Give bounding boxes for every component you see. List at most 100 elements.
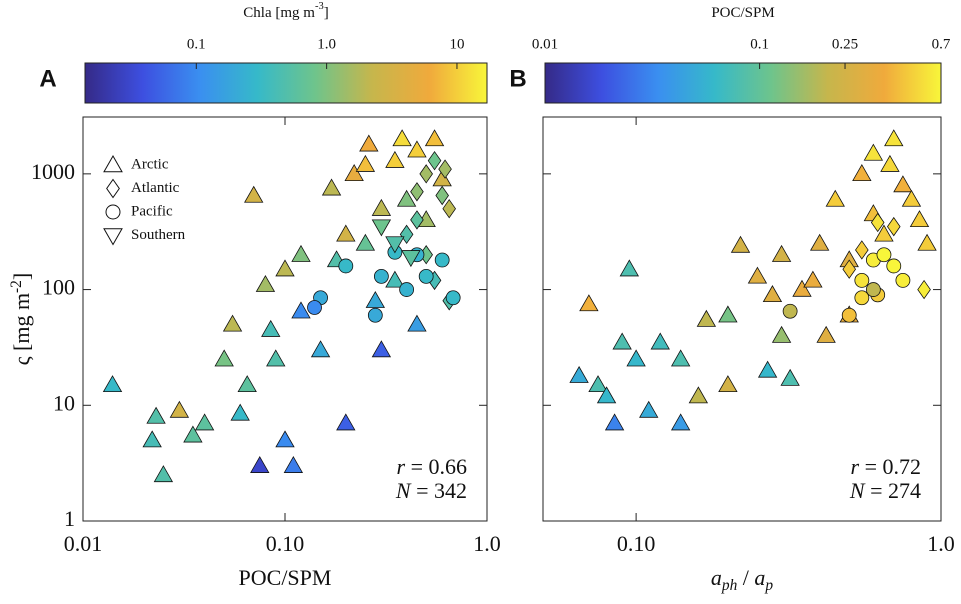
point xyxy=(688,386,709,404)
point xyxy=(142,430,162,448)
point xyxy=(438,159,452,179)
point xyxy=(901,189,922,207)
point xyxy=(718,375,738,393)
point xyxy=(893,175,913,193)
annotation-part: = 0.72 xyxy=(859,454,921,479)
point xyxy=(230,403,250,421)
point xyxy=(266,349,286,367)
x-axis-title-part: a xyxy=(754,565,765,590)
point xyxy=(718,305,738,323)
point xyxy=(153,465,174,483)
point xyxy=(146,406,166,424)
x-axis-title-part: POC/SPM xyxy=(239,565,332,590)
legend-label: Southern xyxy=(131,227,186,243)
point xyxy=(367,307,383,323)
point xyxy=(596,386,617,404)
point xyxy=(283,455,304,473)
colorbar-tick-label: 0.01 xyxy=(532,36,558,52)
point xyxy=(825,189,845,207)
point xyxy=(291,244,311,262)
plot-frame xyxy=(542,116,942,522)
point xyxy=(886,258,902,274)
colorbar-tick-label: 0.1 xyxy=(187,36,206,52)
point xyxy=(670,349,691,367)
point xyxy=(336,224,356,242)
point xyxy=(842,259,857,279)
point xyxy=(626,349,646,367)
y-tick-label: 100 xyxy=(42,275,75,300)
legend-label: Atlantic xyxy=(131,180,180,196)
point xyxy=(385,150,405,168)
point xyxy=(762,285,783,303)
legend-label: Arctic xyxy=(131,156,169,172)
point xyxy=(771,244,792,262)
point xyxy=(321,178,342,196)
point xyxy=(365,290,386,308)
x-tick-label: 0.10 xyxy=(266,531,305,556)
point xyxy=(876,247,892,263)
x-tick-label: 0.10 xyxy=(617,531,656,556)
y-tick-label: 10 xyxy=(53,390,75,415)
point xyxy=(222,314,243,332)
point xyxy=(909,210,930,228)
point xyxy=(419,164,433,184)
point xyxy=(757,360,778,378)
x-axis-title: POC/SPM xyxy=(239,565,332,590)
point xyxy=(816,325,836,343)
point xyxy=(803,270,823,288)
y-tick-label: 1000 xyxy=(31,159,75,184)
colorbar xyxy=(544,62,942,104)
point xyxy=(427,150,442,171)
panel-label: B xyxy=(509,65,526,92)
point xyxy=(855,240,869,260)
point xyxy=(385,236,405,254)
point xyxy=(771,325,792,343)
annotation-part: N xyxy=(395,478,412,503)
point xyxy=(865,282,881,297)
colorbar-title: POC/SPM xyxy=(711,5,774,21)
colorbar-tick-label: 0.25 xyxy=(832,36,858,52)
point xyxy=(895,273,911,288)
point xyxy=(355,154,376,172)
annotation-part: r xyxy=(851,454,860,479)
point xyxy=(373,268,389,284)
point xyxy=(392,129,412,147)
legend-marker xyxy=(106,178,120,199)
point xyxy=(604,413,625,431)
point xyxy=(696,309,717,327)
point xyxy=(359,134,379,152)
point xyxy=(399,224,414,245)
x-axis-title-part: / xyxy=(737,565,754,590)
point xyxy=(863,143,884,161)
point xyxy=(854,273,870,288)
legend-label: Pacific xyxy=(131,203,173,219)
point xyxy=(237,375,257,393)
point xyxy=(424,129,445,147)
y-axis-title-part: ] xyxy=(9,273,34,280)
point xyxy=(780,368,800,386)
colorbar-tick-label: 0.1 xyxy=(750,36,769,52)
point xyxy=(385,270,405,288)
legend-marker xyxy=(103,154,123,173)
point xyxy=(214,349,234,367)
point xyxy=(880,154,900,172)
panel-label: A xyxy=(39,65,56,92)
point xyxy=(418,268,434,284)
point xyxy=(588,375,608,393)
point xyxy=(917,233,937,251)
point xyxy=(244,185,264,203)
x-tick-label: 1.0 xyxy=(927,531,955,556)
point xyxy=(371,219,392,237)
x-axis-title-part: ph xyxy=(721,577,738,594)
colorbar xyxy=(84,62,488,104)
point xyxy=(886,216,901,237)
annotation-part: r xyxy=(397,454,406,479)
colorbar-title-part: Chla [mg m xyxy=(243,5,315,21)
annotation-part: = 274 xyxy=(865,478,921,503)
point xyxy=(445,290,461,306)
point xyxy=(310,340,331,358)
point xyxy=(250,455,270,473)
point xyxy=(854,290,870,306)
colorbar-title: Chla [mg m-3] xyxy=(243,1,328,21)
point xyxy=(619,259,640,277)
